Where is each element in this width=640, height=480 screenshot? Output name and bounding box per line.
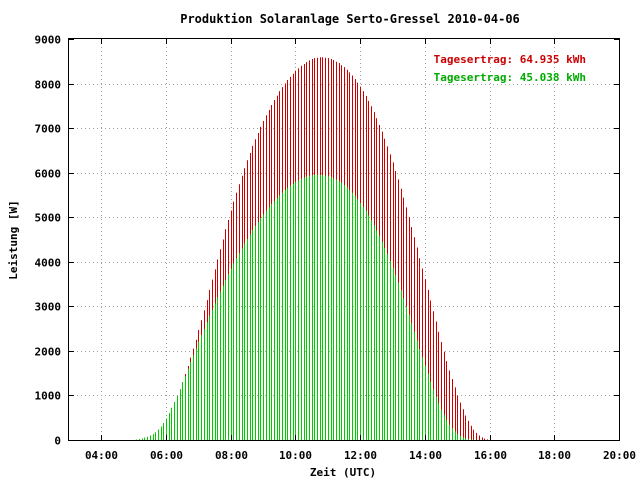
y-tick-label: 1000 bbox=[35, 390, 62, 403]
x-tick-label: 10:00 bbox=[279, 449, 312, 462]
y-tick-label: 4000 bbox=[35, 257, 62, 270]
x-tick-label: 14:00 bbox=[409, 449, 442, 462]
y-axis-label: Leistung [W] bbox=[7, 200, 20, 279]
y-tick-label: 5000 bbox=[35, 212, 62, 225]
y-tick-labels: 0 1000 2000 3000 4000 5000 6000 7000 8000 9000 bbox=[35, 34, 62, 448]
y-tick-label: 2000 bbox=[35, 346, 62, 359]
y-tick-label: 7000 bbox=[35, 123, 62, 136]
y-tick-label: 3000 bbox=[35, 301, 62, 314]
y-tick-label: 9000 bbox=[35, 34, 62, 47]
plot-frame bbox=[68, 38, 620, 441]
x-tick-label: 12:00 bbox=[344, 449, 377, 462]
chart-title: Produktion Solaranlage Serto-Gressel 201… bbox=[180, 12, 520, 26]
x-tick-label: 08:00 bbox=[215, 449, 248, 462]
x-tick-label: 18:00 bbox=[538, 449, 571, 462]
x-tick-labels: 04:00 06:00 08:00 10:00 12:00 14:00 16:00 18:00… bbox=[85, 449, 636, 462]
legend-red-series: Tagesertrag: 64.935 kWh bbox=[434, 53, 586, 66]
legend-green-series: Tagesertrag: 45.038 kWh bbox=[434, 71, 586, 84]
y-tick-label: 0 bbox=[54, 435, 61, 448]
x-tick-label: 04:00 bbox=[85, 449, 118, 462]
y-tick-label: 6000 bbox=[35, 168, 62, 181]
x-tick-label: 16:00 bbox=[474, 449, 507, 462]
x-tick-label: 20:00 bbox=[603, 449, 636, 462]
y-tick-label: 8000 bbox=[35, 79, 62, 92]
series-total-bars bbox=[136, 57, 491, 440]
x-axis-label: Zeit (UTC) bbox=[310, 466, 376, 479]
x-tick-label: 06:00 bbox=[150, 449, 183, 462]
series-secondary-bars bbox=[136, 174, 477, 440]
